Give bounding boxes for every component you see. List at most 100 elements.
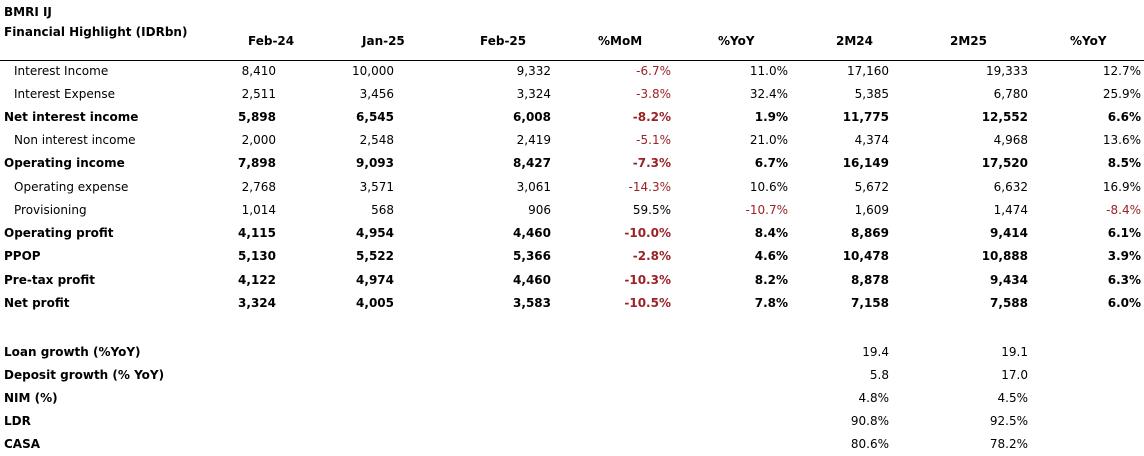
table-row: Provisioning 1,014 568 906 59.5% -10.7% 1,609 1… <box>0 199 1144 221</box>
kpi-value: 19.4 <box>862 345 889 359</box>
header-label: Financial Highlight (IDRbn) <box>4 25 188 39</box>
column-header: %YoY <box>1070 34 1107 48</box>
table-cell: 4,460 <box>513 226 551 240</box>
table-cell: 8,410 <box>241 64 276 78</box>
kpi-row: NIM (%) 4.8% 4.5% <box>0 387 1144 409</box>
column-header: 2M24 <box>836 34 873 48</box>
row-label: Net profit <box>4 296 70 310</box>
row-label: Non interest income <box>14 133 136 147</box>
table-cell: 9,414 <box>990 226 1028 240</box>
ticker-label: BMRI IJ <box>4 5 52 19</box>
kpi-label: LDR <box>4 414 31 428</box>
row-label: Interest Income <box>14 64 109 78</box>
table-row: Net interest income 5,898 6,545 6,008 -8.2% 1… <box>0 106 1144 128</box>
table-row: Operating expense 2,768 3,571 3,061 -14.3% 10… <box>0 176 1144 198</box>
column-header: Jan-25 <box>362 34 405 48</box>
table-cell: 5,366 <box>513 249 551 263</box>
table-cell: 8.2% <box>754 273 788 287</box>
table-row: Net profit 3,324 4,005 3,583 -10.5% 7.8% 7,158… <box>0 292 1144 314</box>
table-cell: 25.9% <box>1102 87 1141 101</box>
table-cell: 3,324 <box>238 296 276 310</box>
table-cell: 4,115 <box>238 226 276 240</box>
table-cell: 3.9% <box>1107 249 1141 263</box>
table-cell: 12,552 <box>981 110 1028 124</box>
kpi-row: LDR 90.8% 92.5% <box>0 410 1144 432</box>
table-row: PPOP 5,130 5,522 5,366 -2.8% 4.6% 10,478 10,888… <box>0 245 1144 267</box>
table-cell: 5,898 <box>238 110 276 124</box>
table-cell: -3.8% <box>636 87 671 101</box>
kpi-label: Loan growth (%YoY) <box>4 345 141 359</box>
table-cell: 3,571 <box>359 180 394 194</box>
table-cell: 32.4% <box>749 87 788 101</box>
kpi-row: Loan growth (%YoY) 19.4 19.1 <box>0 341 1144 363</box>
table-cell: 10,478 <box>842 249 889 263</box>
row-label: Pre-tax profit <box>4 273 95 287</box>
table-cell: 17,520 <box>981 156 1028 170</box>
table-cell: 4,954 <box>356 226 394 240</box>
table-cell: 5,672 <box>854 180 889 194</box>
row-label: Operating income <box>4 156 125 170</box>
table-cell: 1.9% <box>754 110 788 124</box>
table-row: Non interest income 2,000 2,548 2,419 -5.1% 2… <box>0 129 1144 151</box>
table-cell: -10.3% <box>624 273 671 287</box>
table-cell: 4,974 <box>356 273 394 287</box>
table-cell: 9,434 <box>990 273 1028 287</box>
table-cell: 6,545 <box>356 110 394 124</box>
table-header: Financial Highlight (IDRbn) Feb-24 Jan-2… <box>0 24 1144 61</box>
column-header: %MoM <box>598 34 643 48</box>
kpi-row: Deposit growth (% YoY) 5.8 17.0 <box>0 364 1144 386</box>
table-cell: -2.8% <box>632 249 671 263</box>
table-cell: 6.0% <box>1107 296 1141 310</box>
table-cell: 13.6% <box>1102 133 1141 147</box>
row-label: PPOP <box>4 249 41 263</box>
column-header: Feb-24 <box>248 34 295 48</box>
table-cell: 1,014 <box>241 203 276 217</box>
row-label: Interest Expense <box>14 87 115 101</box>
table-cell: -8.4% <box>1106 203 1141 217</box>
table-cell: 7,588 <box>990 296 1028 310</box>
table-cell: 19,333 <box>986 64 1028 78</box>
row-label: Net interest income <box>4 110 139 124</box>
kpi-value: 92.5% <box>989 414 1028 428</box>
table-cell: 17,160 <box>847 64 889 78</box>
table-cell: 568 <box>371 203 394 217</box>
table-cell: 2,419 <box>516 133 551 147</box>
table-cell: 4,374 <box>854 133 889 147</box>
table-cell: 8.4% <box>754 226 788 240</box>
table-cell: -8.2% <box>632 110 671 124</box>
table-cell: -10.5% <box>624 296 671 310</box>
table-cell: 10,888 <box>981 249 1028 263</box>
table-cell: 9,332 <box>516 64 551 78</box>
table-cell: 5,522 <box>356 249 394 263</box>
table-cell: 7.8% <box>754 296 788 310</box>
table-cell: 1,609 <box>854 203 889 217</box>
kpi-row: CASA 80.6% 78.2% <box>0 433 1144 455</box>
table-cell: 4.6% <box>754 249 788 263</box>
kpi-label: Deposit growth (% YoY) <box>4 368 165 382</box>
table-cell: -14.3% <box>628 180 671 194</box>
kpi-value: 4.8% <box>858 391 890 405</box>
kpi-value: 90.8% <box>850 414 889 428</box>
table-cell: -10.0% <box>624 226 671 240</box>
table-cell: 11.0% <box>749 64 788 78</box>
row-label: Operating expense <box>14 180 129 194</box>
table-cell: 5,385 <box>854 87 889 101</box>
table-cell: 3,061 <box>516 180 551 194</box>
table-row: Operating profit 4,115 4,954 4,460 -10.0% 8.4… <box>0 222 1144 244</box>
table-cell: 7,158 <box>851 296 889 310</box>
table-cell: 8.5% <box>1107 156 1141 170</box>
table-cell: 2,768 <box>241 180 276 194</box>
kpi-value: 4.5% <box>997 391 1029 405</box>
table-cell: 7,898 <box>238 156 276 170</box>
table-cell: 2,511 <box>241 87 276 101</box>
table-cell: 59.5% <box>632 203 671 217</box>
table-cell: 6.7% <box>754 156 788 170</box>
table-cell: -6.7% <box>636 64 671 78</box>
table-cell: 3,583 <box>513 296 551 310</box>
table-cell: 6,008 <box>513 110 551 124</box>
kpi-value: 17.0 <box>1001 368 1028 382</box>
row-label: Provisioning <box>14 203 87 217</box>
table-cell: 8,427 <box>513 156 551 170</box>
table-row: Interest Expense 2,511 3,456 3,324 -3.8% 32.4… <box>0 83 1144 105</box>
kpi-value: 78.2% <box>989 437 1028 451</box>
